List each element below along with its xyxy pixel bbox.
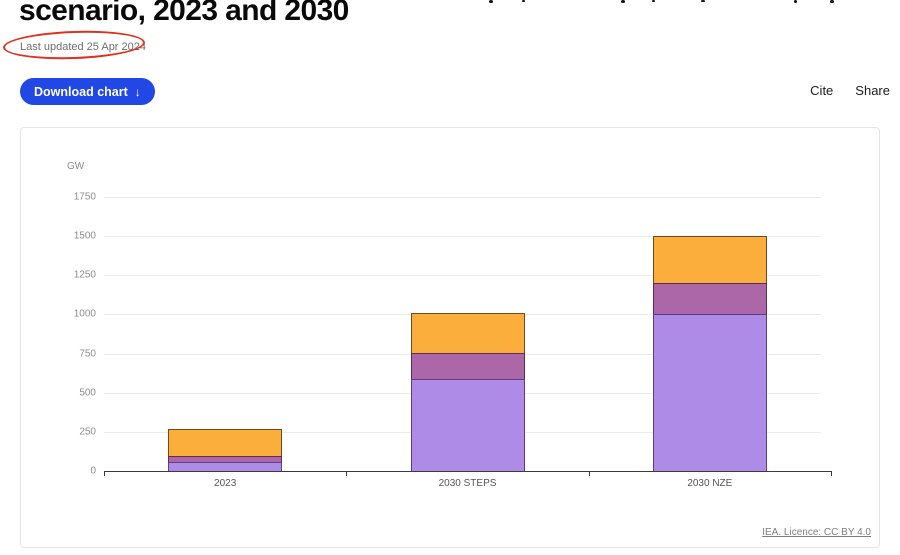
x-category-label: 2023 — [214, 478, 237, 489]
gridline — [104, 236, 821, 238]
stacked-bar-2023[interactable] — [168, 428, 283, 471]
share-link[interactable]: Share — [855, 83, 890, 98]
page-title: scenario, 2023 and 2030 — [19, 0, 349, 27]
magenta-segment[interactable] — [168, 456, 283, 462]
light-purple-segment[interactable] — [652, 314, 767, 471]
magenta-segment[interactable] — [652, 283, 767, 315]
x-axis-tick — [346, 471, 348, 476]
y-axis-unit-label: GW — [67, 161, 85, 172]
download-chart-label: Download chart — [34, 84, 128, 99]
y-tick-label: 1500 — [73, 230, 96, 242]
gridline — [104, 197, 821, 198]
orange-segment[interactable] — [168, 428, 283, 457]
orange-segment[interactable] — [410, 312, 525, 353]
orange-segment[interactable] — [652, 236, 767, 284]
x-axis-tick — [831, 471, 832, 476]
y-tick-label: 1750 — [73, 191, 96, 203]
magenta-segment[interactable] — [410, 352, 525, 380]
y-tick-label: 0 — [90, 465, 96, 477]
y-tick-label: 1000 — [73, 308, 96, 320]
x-axis-tick — [104, 471, 105, 476]
header-links: Cite Share — [810, 83, 890, 98]
x-category-label: 2030 STEPS — [438, 478, 497, 489]
y-tick-label: 250 — [79, 426, 96, 438]
stacked-bar-2030-steps[interactable] — [410, 312, 525, 471]
licence-link[interactable]: IEA. Licence: CC BY 4.0 — [762, 527, 871, 538]
y-tick-label: 1250 — [73, 269, 96, 281]
x-category-label: 2030 NZE — [687, 478, 733, 489]
x-axis-tick — [588, 471, 590, 476]
stacked-bar-2030-nze[interactable] — [652, 236, 767, 471]
gridline — [104, 275, 821, 277]
x-axis-line — [104, 471, 831, 472]
light-purple-segment[interactable] — [410, 379, 525, 471]
light-purple-segment[interactable] — [168, 461, 283, 471]
y-tick-label: 750 — [79, 348, 96, 360]
download-chart-button[interactable]: Download chart ↓ — [20, 78, 155, 105]
y-tick-label: 500 — [79, 387, 96, 399]
chart-card: GW 0 250 500 750 1000 1250 1500 1750 2023 2030 S… — [20, 127, 880, 548]
cite-link[interactable]: Cite — [810, 83, 834, 98]
last-updated-text: Last updated 25 Apr 2024 — [20, 41, 146, 53]
download-arrow-icon: ↓ — [134, 84, 141, 99]
